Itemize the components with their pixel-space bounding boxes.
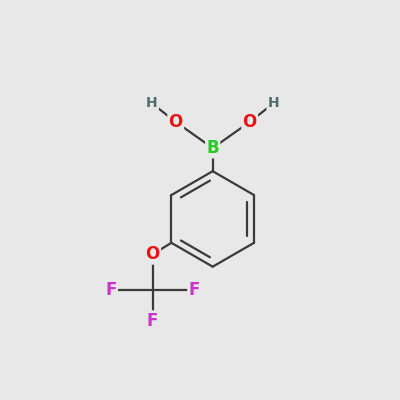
Text: F: F	[105, 281, 117, 299]
Text: H: H	[268, 96, 279, 110]
Text: O: O	[242, 113, 257, 131]
Text: F: F	[147, 312, 158, 330]
Text: H: H	[146, 96, 158, 110]
Text: F: F	[188, 281, 200, 299]
Text: O: O	[169, 113, 183, 131]
Text: B: B	[206, 139, 219, 157]
Text: O: O	[146, 245, 160, 263]
